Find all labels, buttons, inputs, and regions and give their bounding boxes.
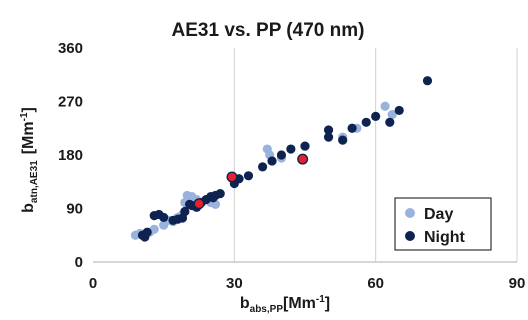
y-axis-label-sub: atn,AE31 <box>29 160 40 203</box>
legend-label-day: Day <box>424 206 453 223</box>
y-axis-label-unit: [Mm <box>20 121 37 154</box>
data-point-night <box>286 144 296 154</box>
y-axis-label: batn,AE31 [Mm-1] <box>19 107 40 213</box>
data-point-night <box>385 117 395 127</box>
y-axis-label-sup: -1 <box>19 112 30 121</box>
data-point-highlight <box>297 153 309 165</box>
data-point-night <box>180 206 190 217</box>
chart-title: AE31 vs. PP (470 nm) <box>172 20 365 41</box>
data-point-night <box>361 117 371 127</box>
data-point-night <box>371 111 381 121</box>
y-tick-label: 360 <box>58 40 83 57</box>
x-tick-label: 30 <box>226 275 243 292</box>
y-axis-label-close: ] <box>20 107 37 112</box>
data-point-night <box>394 105 404 116</box>
data-point-night <box>323 132 334 142</box>
data-point-night <box>243 171 254 181</box>
legend: Day Night <box>394 197 492 251</box>
data-point-night <box>338 135 348 145</box>
x-tick-label: 0 <box>89 275 97 292</box>
y-tick-label: 180 <box>58 147 83 164</box>
y-tick-labels: 0 90 180 270 360 <box>58 40 83 271</box>
x-axis-label-sub: abs,PP <box>250 304 284 315</box>
data-point-highlight <box>226 171 238 183</box>
data-point-day <box>149 224 159 234</box>
data-point-night <box>258 162 268 172</box>
x-axis-label-sup: -1 <box>316 294 325 305</box>
x-tick-label: 60 <box>367 275 384 292</box>
y-tick-label: 90 <box>66 201 83 218</box>
x-axis-label-close: ] <box>325 295 330 312</box>
x-tick-labels: 0 30 60 90 <box>89 275 526 292</box>
legend-marker-day <box>405 208 415 218</box>
data-point-highlight <box>193 198 205 210</box>
data-point-night <box>215 189 225 199</box>
legend-box <box>394 197 492 251</box>
legend-label-night: Night <box>424 229 466 246</box>
x-tick-label: 90 <box>509 275 526 292</box>
y-tick-label: 270 <box>58 94 83 111</box>
x-axis-label-main: b <box>240 295 250 312</box>
gridlines <box>233 48 518 262</box>
x-axis-label: babs,PP[Mm-1] <box>240 294 330 315</box>
data-point-night <box>276 150 287 160</box>
data-point-day <box>380 101 390 111</box>
legend-marker-night <box>405 231 415 241</box>
data-point-night <box>142 227 152 237</box>
data-point-night <box>347 123 357 133</box>
y-tick-label: 0 <box>75 254 83 271</box>
x-axis-label-unit: [Mm <box>283 295 316 312</box>
data-point-night <box>300 141 310 151</box>
data-point-day <box>387 109 397 120</box>
data-points <box>130 76 433 242</box>
data-point-night <box>323 125 334 135</box>
data-point-night <box>159 212 169 223</box>
data-point-night <box>422 76 433 86</box>
data-point-night <box>267 156 277 166</box>
y-axis-label-main: b <box>20 203 37 213</box>
